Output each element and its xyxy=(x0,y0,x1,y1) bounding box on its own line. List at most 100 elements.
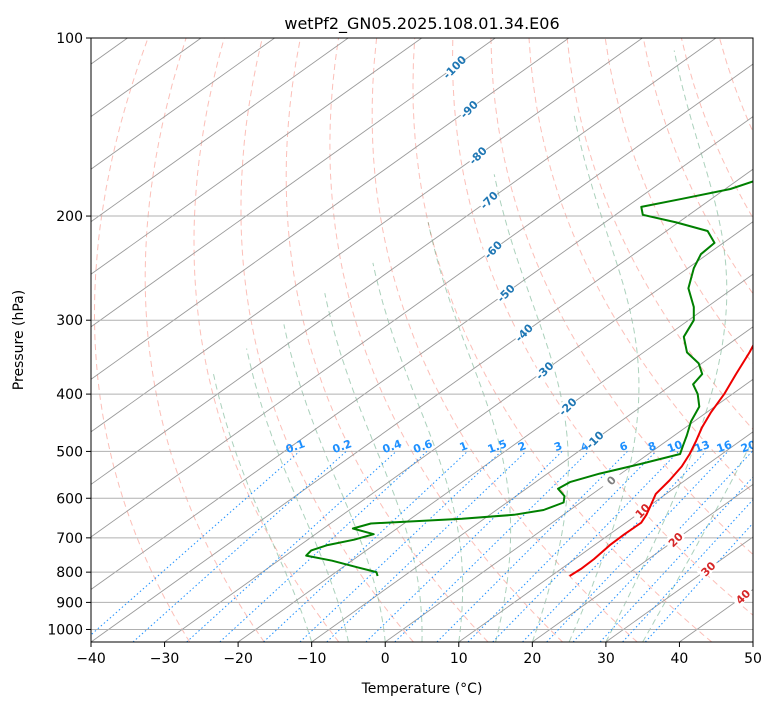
dry-adiabat xyxy=(329,38,563,642)
isotherm-line xyxy=(91,116,753,591)
moist-adiabat xyxy=(283,324,386,642)
isotherm-label-bg xyxy=(532,358,556,382)
isotherm-label-bg xyxy=(599,468,622,492)
x-tick-label: 10 xyxy=(450,651,468,667)
isotherm-line xyxy=(91,38,643,433)
x-tick-label: −30 xyxy=(150,651,180,667)
temperature-profile-line xyxy=(569,343,753,577)
isotherm-label-bg xyxy=(511,320,535,344)
y-tick-label: 600 xyxy=(56,491,83,507)
isotherm-label-bg xyxy=(582,427,606,451)
x-tick-label: 50 xyxy=(744,651,762,667)
moist-adiabat xyxy=(493,174,569,642)
moist-adiabat xyxy=(246,348,349,642)
mixing-ratio-label: 6 xyxy=(618,439,630,454)
y-tick-label: 900 xyxy=(56,595,83,611)
isotherm-line xyxy=(91,168,753,642)
y-tick-label: 1000 xyxy=(47,622,83,638)
dewpoint-profile-line xyxy=(305,180,753,577)
isotherm-line xyxy=(311,326,753,642)
mixing-ratio-label: 16 xyxy=(715,438,734,456)
isotherm-line xyxy=(91,38,496,328)
isotherm-line xyxy=(91,38,275,170)
x-tick-label: 30 xyxy=(597,651,615,667)
isotherm-label-bg xyxy=(555,394,579,418)
y-tick-label: 700 xyxy=(56,531,83,547)
mixing-ratio-label: 3 xyxy=(552,439,564,454)
mixing-ratio-line xyxy=(365,451,563,642)
dry-adiabat xyxy=(285,38,489,642)
mixing-ratio-label: 2 xyxy=(516,439,528,454)
mixing-ratio-line xyxy=(186,451,397,642)
y-tick-label: 200 xyxy=(56,209,83,225)
y-axis-label: Pressure (hPa) xyxy=(11,290,27,390)
mixing-ratio-label: 1.5 xyxy=(486,437,509,456)
dry-adiabat xyxy=(144,38,265,642)
mixing-ratio-label: 0.1 xyxy=(284,437,307,456)
mixing-ratio-label: 0.6 xyxy=(412,437,435,456)
mixing-ratio-label: 0.2 xyxy=(331,437,354,456)
isotherm-line xyxy=(91,38,349,223)
x-axis-label: Temperature (°C) xyxy=(361,681,483,697)
mixing-ratio-line xyxy=(394,451,589,642)
dry-adiabat xyxy=(371,38,638,642)
mixing-ratio-label: 1 xyxy=(458,439,470,454)
isotherm-label-bg xyxy=(696,556,719,580)
isotherm-line xyxy=(605,536,753,642)
mixing-ratio-line xyxy=(622,498,753,642)
isotherm-label-bg xyxy=(493,281,517,304)
x-tick-label: −20 xyxy=(223,651,253,667)
dry-adiabat xyxy=(94,38,191,642)
chart-title: wetPf2_GN05.2025.108.01.34.E06 xyxy=(284,14,559,34)
dry-adiabat xyxy=(240,38,414,642)
isotherm-label-bg xyxy=(481,237,504,261)
isotherm-line xyxy=(164,221,753,642)
axes: −40 −30 −20 −10 0 10 20 30 40 5010020030040050060… xyxy=(47,31,762,667)
moist-adiabat xyxy=(372,262,464,642)
plot-frame xyxy=(90,37,754,643)
dry-adiabat xyxy=(604,38,753,365)
isotherm-label-bg xyxy=(456,97,480,120)
mixing-ratio-line xyxy=(263,451,468,642)
x-tick-label: −40 xyxy=(76,651,106,667)
y-tick-label: 300 xyxy=(56,313,83,329)
moist-adiabat xyxy=(427,222,512,642)
isotherm-line xyxy=(91,63,753,538)
isotherm-line xyxy=(91,38,717,485)
dry-adiabat xyxy=(642,38,753,295)
isotherm-label-bg xyxy=(663,527,687,551)
x-tick-label: 40 xyxy=(671,651,689,667)
mixing-ratio-label: 4 xyxy=(579,439,591,454)
plot-area: 0.10.20.40.611.52346810131620253036-100-… xyxy=(91,38,758,642)
y-tick-label: 400 xyxy=(56,387,83,403)
mixing-ratio-label: 0.4 xyxy=(381,437,404,456)
isotherm-line xyxy=(458,431,753,642)
mixing-ratio-line xyxy=(91,451,300,636)
x-tick-label: −10 xyxy=(297,651,327,667)
mixing-ratio-line xyxy=(436,451,628,642)
moist-adiabat xyxy=(213,373,313,642)
mixing-ratio-label: 8 xyxy=(646,439,658,454)
mixing-ratio-label: 10 xyxy=(665,438,684,456)
x-tick-label: 20 xyxy=(523,651,541,667)
isotherm-line xyxy=(91,38,570,380)
isotherm-label-bg xyxy=(465,143,489,167)
mixing-ratio-label: 20 xyxy=(739,438,758,456)
y-tick-label: 500 xyxy=(56,444,83,460)
y-tick-label: 800 xyxy=(56,565,83,581)
isotherm-line xyxy=(237,273,753,642)
x-tick-label: 0 xyxy=(381,651,390,667)
mixing-ratio-line xyxy=(644,522,753,642)
isotherm-line xyxy=(384,378,753,642)
mixing-ratio-line xyxy=(492,451,679,642)
isotherm-label-bg xyxy=(476,188,500,211)
isotherm-label-bg xyxy=(630,498,654,522)
mixing-ratio-line xyxy=(467,451,657,642)
isotherm-label-bg xyxy=(730,584,753,608)
dry-adiabat xyxy=(490,38,753,556)
isotherm-label-bg xyxy=(442,55,466,78)
y-tick-label: 100 xyxy=(56,31,83,47)
mixing-ratio-line xyxy=(522,451,707,642)
